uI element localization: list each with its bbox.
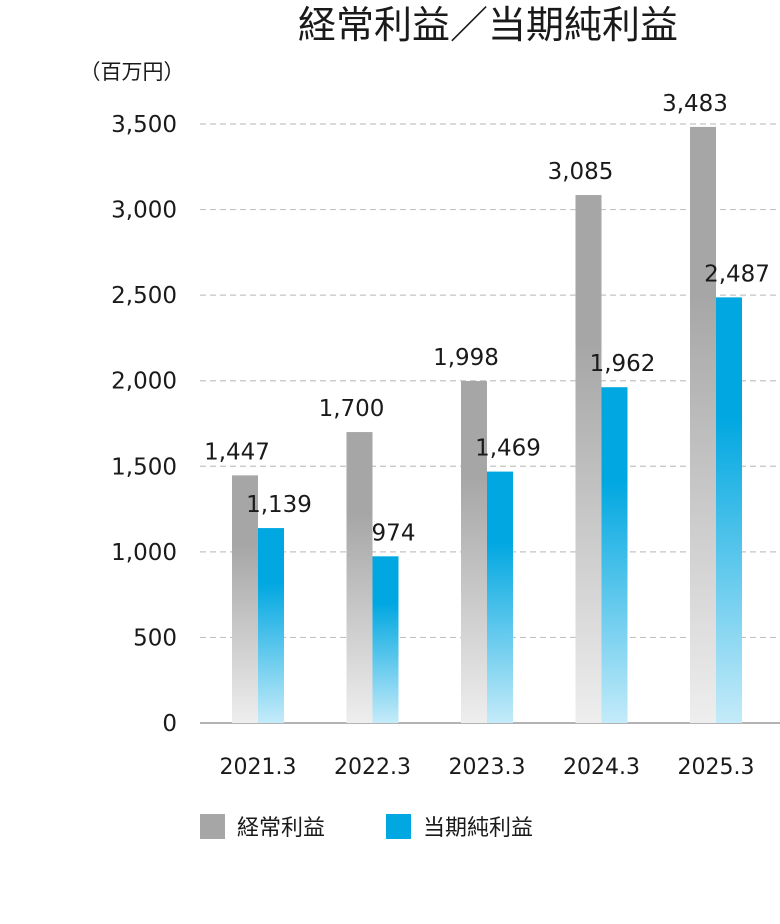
y-tick-label: 500 — [133, 625, 177, 651]
bar — [232, 475, 258, 723]
x-tick-label: 2025.3 — [678, 755, 755, 780]
bar — [461, 381, 487, 723]
bar — [716, 297, 742, 723]
bar-value-label: 1,447 — [204, 439, 270, 465]
bar-value-label: 3,483 — [662, 91, 728, 117]
y-tick-label: 3,500 — [111, 112, 177, 138]
y-unit-label: （百万円） — [80, 60, 185, 84]
bar-value-label: 1,469 — [475, 436, 541, 462]
x-tick-label: 2022.3 — [334, 755, 411, 780]
legend-label: 経常利益 — [237, 816, 325, 841]
y-tick-label: 1,500 — [111, 454, 177, 480]
bar-value-label: 2,487 — [704, 261, 770, 287]
y-tick-label: 2,500 — [111, 283, 177, 309]
bar-value-label: 1,998 — [433, 345, 499, 371]
legend-swatch — [200, 814, 225, 839]
legend-label: 当期純利益 — [423, 816, 533, 841]
y-tick-label: 3,000 — [111, 198, 177, 224]
bar — [372, 556, 399, 723]
bar-value-label: 1,139 — [246, 492, 312, 518]
legend: 経常利益 当期純利益 — [200, 814, 533, 841]
bar-value-label: 974 — [372, 520, 416, 546]
bar — [601, 387, 628, 723]
legend-swatch — [386, 814, 411, 839]
x-tick-label: 2021.3 — [220, 755, 297, 780]
x-axis: 2021.3 2022.3 2023.3 2024.3 2025.3 — [220, 755, 755, 780]
y-tick-label: 2,000 — [111, 369, 177, 395]
bar — [487, 471, 513, 723]
chart-title: 経常利益／当期純利益 — [298, 3, 678, 47]
bar-value-label: 1,962 — [590, 351, 656, 377]
y-axis: 0 500 1,000 1,500 2,000 2,500 3,000 3,500 — [111, 112, 177, 737]
y-tick-label: 1,000 — [111, 540, 177, 566]
x-tick-label: 2024.3 — [563, 755, 640, 780]
bar — [690, 126, 716, 724]
bar — [258, 528, 284, 723]
bar-value-label: 1,700 — [319, 396, 385, 422]
y-tick-label: 0 — [162, 711, 177, 737]
bar — [575, 195, 602, 723]
bars: 1,447 1,139 1,700 974 1,998 1,469 3,085 1,962 3,… — [204, 91, 770, 724]
x-tick-label: 2023.3 — [449, 755, 526, 780]
bar — [346, 432, 373, 723]
bar-value-label: 3,085 — [548, 159, 614, 185]
